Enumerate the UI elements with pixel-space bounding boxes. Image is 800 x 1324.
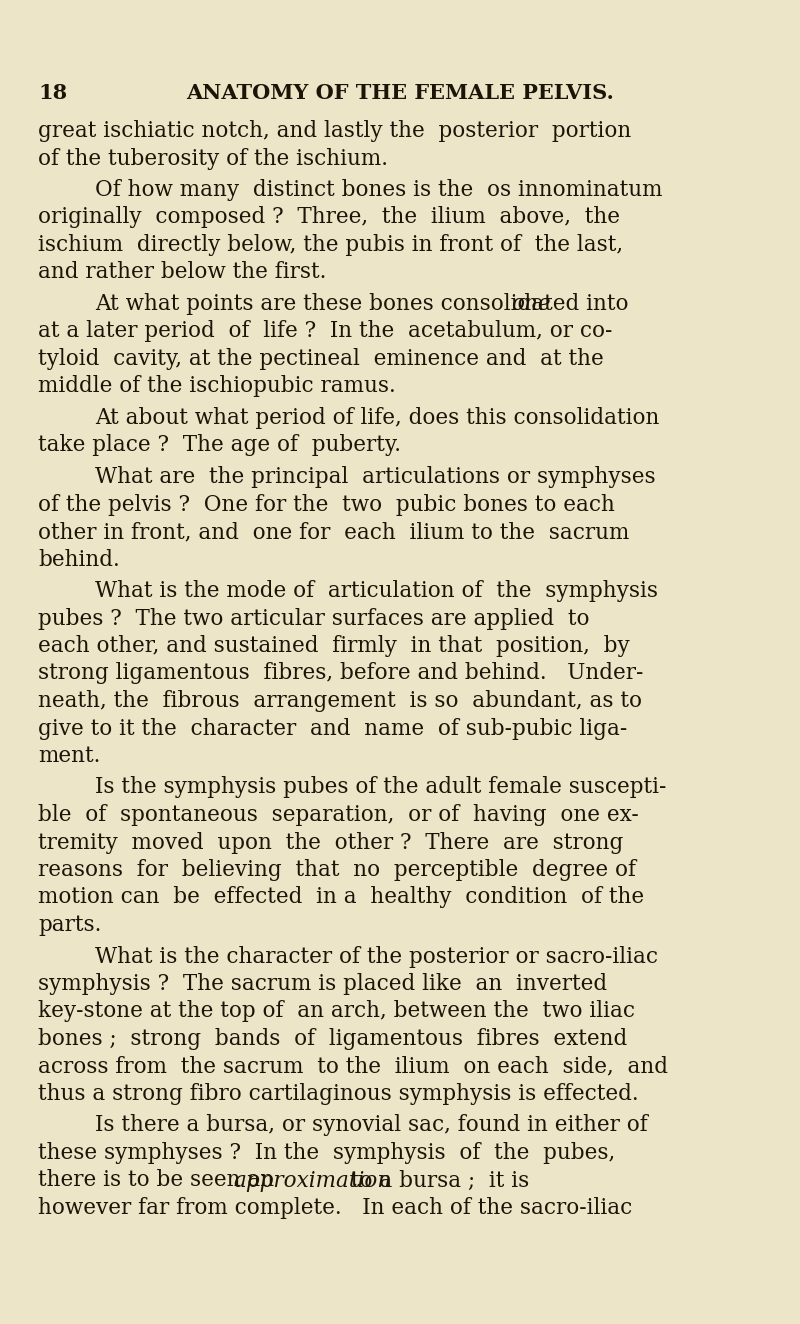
Text: of the pelvis ?  One for the  two  pubic bones to each: of the pelvis ? One for the two pubic bo…	[38, 494, 615, 515]
Text: these symphyses ?  In the  symphysis  of  the  pubes,: these symphyses ? In the symphysis of th…	[38, 1143, 615, 1164]
Text: symphysis ?  The sacrum is placed like  an  inverted: symphysis ? The sacrum is placed like an…	[38, 973, 607, 996]
Text: At what points are these bones consolidated into: At what points are these bones consolida…	[95, 293, 635, 315]
Text: of the tuberosity of the ischium.: of the tuberosity of the ischium.	[38, 147, 388, 169]
Text: motion can  be  effected  in a  healthy  condition  of the: motion can be effected in a healthy cond…	[38, 887, 644, 908]
Text: Of how many  distinct bones is the  os innominatum: Of how many distinct bones is the os inn…	[95, 179, 662, 201]
Text: behind.: behind.	[38, 548, 120, 571]
Text: At about what period of life, does this consolidation: At about what period of life, does this …	[95, 406, 659, 429]
Text: key-stone at the top of  an arch, between the  two iliac: key-stone at the top of an arch, between…	[38, 1001, 635, 1022]
Text: neath, the  fibrous  arrangement  is so  abundant, as to: neath, the fibrous arrangement is so abu…	[38, 690, 642, 712]
Text: pubes ?  The two articular surfaces are applied  to: pubes ? The two articular surfaces are a…	[38, 608, 590, 629]
Text: originally  composed ?  Three,  the  ilium  above,  the: originally composed ? Three, the ilium a…	[38, 207, 620, 229]
Text: bones ;  strong  bands  of  ligamentous  fibres  extend: bones ; strong bands of ligamentous fibr…	[38, 1027, 627, 1050]
Text: tyloid  cavity, at the pectineal  eminence and  at the: tyloid cavity, at the pectineal eminence…	[38, 348, 604, 369]
Text: at a later period  of  life ?  In the  acetabulum, or co-: at a later period of life ? In the aceta…	[38, 320, 612, 343]
Text: great ischiatic notch, and lastly the  posterior  portion: great ischiatic notch, and lastly the po…	[38, 120, 631, 142]
Text: and rather below the first.: and rather below the first.	[38, 262, 326, 283]
Text: take place ?  The age of  puberty.: take place ? The age of puberty.	[38, 434, 401, 457]
Text: ment.: ment.	[38, 745, 100, 767]
Text: parts.: parts.	[38, 914, 102, 936]
Text: ischium  directly below, the pubis in front of  the last,: ischium directly below, the pubis in fro…	[38, 234, 623, 256]
Text: middle of the ischiopubic ramus.: middle of the ischiopubic ramus.	[38, 376, 396, 397]
Text: What are  the principal  articulations or symphyses: What are the principal articulations or …	[95, 466, 656, 489]
Text: other in front, and  one for  each  ilium to the  sacrum: other in front, and one for each ilium t…	[38, 522, 630, 543]
Text: across from  the sacrum  to the  ilium  on each  side,  and: across from the sacrum to the ilium on e…	[38, 1055, 668, 1078]
Text: however far from complete.   In each of the sacro-iliac: however far from complete. In each of th…	[38, 1197, 632, 1219]
Text: What is the mode of  articulation of  the  symphysis: What is the mode of articulation of the …	[95, 580, 658, 602]
Text: give to it the  character  and  name  of sub-pubic liga-: give to it the character and name of sub…	[38, 718, 627, 740]
Text: approximation: approximation	[234, 1169, 392, 1192]
Text: to a bursa ;  it is: to a bursa ; it is	[344, 1169, 530, 1192]
Text: ANATOMY OF THE FEMALE PELVIS.: ANATOMY OF THE FEMALE PELVIS.	[186, 83, 614, 103]
Text: there is to be seen an: there is to be seen an	[38, 1169, 281, 1192]
Text: thus a strong fibro cartilaginous symphysis is effected.: thus a strong fibro cartilaginous symphy…	[38, 1083, 638, 1106]
Text: one: one	[511, 293, 551, 315]
Text: reasons  for  believing  that  no  perceptible  degree of: reasons for believing that no perceptibl…	[38, 859, 636, 880]
Text: tremity  moved  upon  the  other ?  There  are  strong: tremity moved upon the other ? There are…	[38, 831, 623, 854]
Text: Is there a bursa, or synovial sac, found in either of: Is there a bursa, or synovial sac, found…	[95, 1115, 648, 1136]
Text: 18: 18	[38, 83, 67, 103]
Text: strong ligamentous  fibres, before and behind.   Under-: strong ligamentous fibres, before and be…	[38, 662, 643, 685]
Text: What is the character of the posterior or sacro-iliac: What is the character of the posterior o…	[95, 945, 658, 968]
Text: ble  of  spontaneous  separation,  or of  having  one ex-: ble of spontaneous separation, or of hav…	[38, 804, 638, 826]
Text: each other, and sustained  firmly  in that  position,  by: each other, and sustained firmly in that…	[38, 636, 630, 657]
Text: Is the symphysis pubes of the adult female suscepti-: Is the symphysis pubes of the adult fema…	[95, 776, 666, 798]
